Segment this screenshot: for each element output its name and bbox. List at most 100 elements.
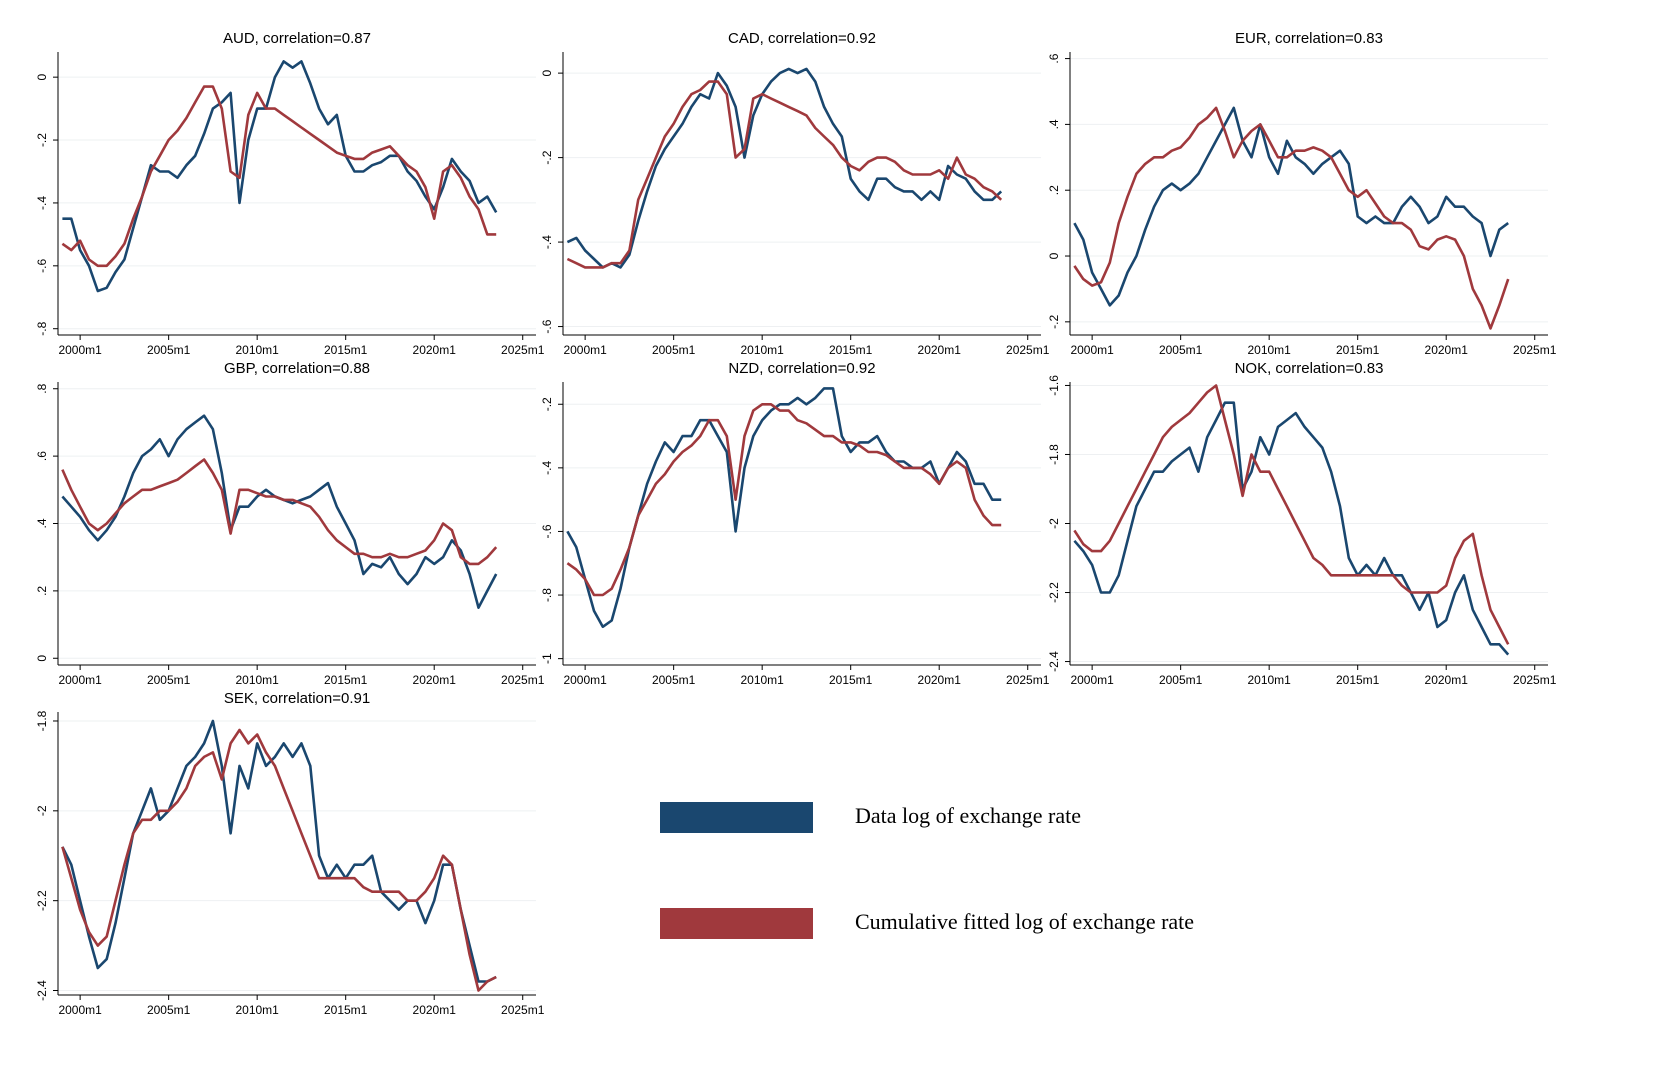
y-tick-label: -1.6 [1047,375,1061,396]
chart-title: EUR, correlation=0.83 [1235,30,1383,47]
y-tick-label: -2 [35,805,49,816]
legend-label: Cumulative fitted log of exchange rate [855,909,1194,934]
x-tick-label: 2020m1 [413,1003,457,1017]
y-tick-label: -.8 [540,588,554,602]
chart-title: GBP, correlation=0.88 [224,360,370,377]
x-tick-label: 2015m1 [1336,343,1380,357]
x-tick-label: 2005m1 [147,673,191,687]
y-tick-label: -.8 [35,321,49,335]
series-line [566,67,1003,269]
y-tick-label: .6 [35,451,49,461]
x-tick-label: 2000m1 [58,343,102,357]
chart-title: SEK, correlation=0.91 [224,690,370,707]
x-tick-label: 2025m1 [1006,673,1050,687]
legend-label: Data log of exchange rate [855,803,1081,828]
series-line [1073,401,1510,656]
y-tick-label: -2.4 [35,980,49,1001]
x-tick-label: 2025m1 [501,673,545,687]
x-tick-label: 2010m1 [1247,343,1291,357]
x-tick-label: 2005m1 [652,343,696,357]
x-tick-label: 2010m1 [235,1003,279,1017]
x-tick-label: 2005m1 [147,1003,191,1017]
y-tick-label: .4 [35,518,49,528]
y-tick-label: -1.8 [35,710,49,731]
series-line [566,80,1003,269]
chart-title: NZD, correlation=0.92 [728,360,875,377]
series-line [1073,384,1510,645]
x-tick-label: 2010m1 [740,673,784,687]
y-tick-label: 0 [540,69,554,76]
x-tick-label: 2000m1 [58,1003,102,1017]
x-tick-label: 2015m1 [829,343,873,357]
series-line [62,60,498,293]
y-tick-label: -2 [1047,518,1061,529]
series-line [61,85,497,268]
y-tick-label: -.2 [540,397,554,411]
y-tick-label: .8 [35,383,49,393]
y-tick-label: 0 [35,655,49,662]
x-tick-label: 2010m1 [235,673,279,687]
legend-swatch [660,802,813,833]
x-tick-label: 2025m1 [1006,343,1050,357]
series-line [1073,106,1510,330]
x-tick-label: 2020m1 [1425,673,1469,687]
y-tick-label: -1.8 [1047,444,1061,465]
x-tick-label: 2025m1 [1513,343,1557,357]
y-tick-label: -.4 [540,235,554,249]
x-tick-label: 2010m1 [235,343,279,357]
x-tick-label: 2000m1 [58,673,102,687]
series-line [1073,106,1509,307]
x-tick-label: 2000m1 [563,673,607,687]
x-tick-label: 2015m1 [324,1003,368,1017]
y-tick-label: .6 [1047,53,1061,63]
x-tick-label: 2020m1 [413,343,457,357]
y-tick-label: .2 [35,586,49,596]
x-tick-label: 2005m1 [652,673,696,687]
x-tick-label: 2000m1 [1070,343,1114,357]
legend-swatch [660,908,813,939]
chart-title: NOK, correlation=0.83 [1235,360,1384,377]
x-tick-label: 2020m1 [413,673,457,687]
x-tick-label: 2015m1 [324,673,368,687]
x-tick-label: 2020m1 [918,343,962,357]
series-line [61,414,498,609]
x-tick-label: 2020m1 [1425,343,1469,357]
y-tick-label: -2.4 [1047,651,1061,672]
series-line [566,403,1002,597]
x-tick-label: 2015m1 [1336,673,1380,687]
y-tick-label: .2 [1047,185,1061,195]
chart-title: CAD, correlation=0.92 [728,30,876,47]
x-tick-label: 2015m1 [829,673,873,687]
y-tick-label: -.6 [540,319,554,333]
series-line [61,728,497,992]
x-tick-label: 2010m1 [740,343,784,357]
x-tick-label: 2015m1 [324,343,368,357]
x-tick-label: 2000m1 [1070,673,1114,687]
chart-title: AUD, correlation=0.87 [223,30,371,47]
y-tick-label: -2.2 [35,890,49,911]
y-tick-label: .4 [1047,119,1061,129]
x-tick-label: 2025m1 [501,1003,545,1017]
y-tick-label: -.2 [35,133,49,147]
x-tick-label: 2025m1 [1513,673,1557,687]
x-tick-label: 2005m1 [1159,343,1203,357]
y-tick-label: -.6 [540,524,554,538]
y-tick-label: -.2 [540,150,554,164]
y-tick-label: -2.2 [1047,582,1061,603]
x-tick-label: 2005m1 [1159,673,1203,687]
y-tick-label: -.6 [35,258,49,272]
y-tick-label: -.4 [540,461,554,475]
series-line [61,458,498,566]
x-tick-label: 2020m1 [918,673,962,687]
y-tick-label: 0 [35,73,49,80]
x-tick-label: 2025m1 [501,343,545,357]
x-tick-label: 2000m1 [563,343,607,357]
series-line [566,387,1002,629]
y-tick-label: -.4 [35,196,49,210]
x-tick-label: 2010m1 [1247,673,1291,687]
y-tick-label: -.2 [1047,315,1061,329]
y-tick-label: -1 [540,653,554,664]
y-tick-label: 0 [1047,252,1061,259]
